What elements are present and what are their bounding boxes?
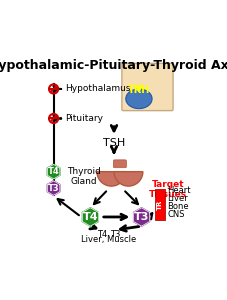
- Text: TR: TR: [156, 199, 162, 210]
- Text: Liver, Muscle: Liver, Muscle: [81, 235, 136, 244]
- Text: Heart: Heart: [166, 186, 190, 195]
- Text: TSH: TSH: [102, 138, 125, 148]
- Polygon shape: [47, 181, 60, 195]
- FancyBboxPatch shape: [113, 160, 126, 168]
- Wedge shape: [96, 172, 125, 186]
- Text: T3: T3: [133, 212, 149, 222]
- Text: T4: T4: [47, 167, 59, 176]
- Text: Target
Tissues: Target Tissues: [148, 179, 186, 199]
- Text: T4: T4: [97, 230, 107, 238]
- FancyBboxPatch shape: [155, 189, 164, 220]
- FancyBboxPatch shape: [121, 63, 172, 111]
- Text: TRH: TRH: [127, 85, 149, 94]
- Text: Liver: Liver: [166, 194, 187, 203]
- Polygon shape: [47, 164, 60, 179]
- Text: Hypothalamus: Hypothalamus: [65, 84, 130, 93]
- Ellipse shape: [125, 89, 151, 109]
- Text: CNS: CNS: [166, 210, 184, 219]
- Polygon shape: [133, 208, 149, 226]
- Polygon shape: [82, 208, 98, 226]
- Text: Bone: Bone: [166, 202, 188, 211]
- Text: Thyroid
Gland: Thyroid Gland: [67, 167, 100, 186]
- Wedge shape: [114, 172, 142, 186]
- Text: T3: T3: [110, 230, 120, 238]
- Text: Hypothalamic-Pituitary-Thyroid Axis: Hypothalamic-Pituitary-Thyroid Axis: [0, 59, 227, 72]
- Text: Pituitary: Pituitary: [65, 114, 103, 123]
- Text: T4: T4: [82, 212, 98, 222]
- Text: T3: T3: [48, 184, 59, 193]
